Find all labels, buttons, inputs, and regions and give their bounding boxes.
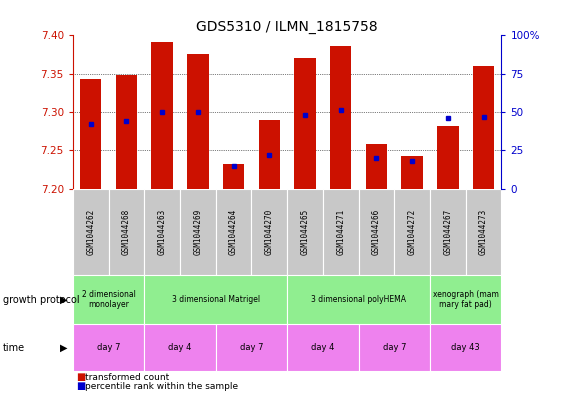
Text: ■: ■	[76, 372, 85, 382]
Bar	[394, 189, 430, 275]
Bar	[430, 275, 501, 324]
Bar	[216, 324, 287, 371]
Text: GSM1044270: GSM1044270	[265, 209, 274, 255]
Bar	[258, 120, 280, 189]
Bar	[216, 189, 251, 275]
Bar	[80, 79, 101, 189]
Bar	[251, 189, 287, 275]
Text: day 7: day 7	[97, 343, 120, 352]
Text: day 4: day 4	[311, 343, 335, 352]
Bar	[359, 189, 394, 275]
Text: GSM1044266: GSM1044266	[372, 209, 381, 255]
Text: GSM1044268: GSM1044268	[122, 209, 131, 255]
Text: day 43: day 43	[451, 343, 480, 352]
Text: day 4: day 4	[168, 343, 192, 352]
Text: GSM1044269: GSM1044269	[194, 209, 202, 255]
Bar	[294, 59, 315, 189]
Bar	[187, 54, 209, 189]
Text: percentile rank within the sample: percentile rank within the sample	[85, 382, 238, 391]
Bar	[108, 189, 145, 275]
Title: GDS5310 / ILMN_1815758: GDS5310 / ILMN_1815758	[196, 20, 378, 34]
Bar	[401, 156, 423, 189]
Bar	[115, 75, 137, 189]
Text: GSM1044267: GSM1044267	[443, 209, 452, 255]
Text: transformed count: transformed count	[85, 373, 169, 382]
Text: time: time	[3, 343, 25, 353]
Text: GSM1044273: GSM1044273	[479, 209, 488, 255]
Text: 2 dimensional
monolayer: 2 dimensional monolayer	[82, 290, 135, 309]
Bar	[144, 324, 216, 371]
Text: xenograph (mam
mary fat pad): xenograph (mam mary fat pad)	[433, 290, 498, 309]
Bar	[73, 189, 108, 275]
Bar	[287, 189, 323, 275]
Bar	[330, 46, 352, 189]
Bar	[366, 144, 387, 189]
Text: GSM1044272: GSM1044272	[408, 209, 417, 255]
Text: 3 dimensional polyHEMA: 3 dimensional polyHEMA	[311, 295, 406, 304]
Text: ▶: ▶	[59, 343, 67, 353]
Bar	[430, 189, 466, 275]
Text: GSM1044264: GSM1044264	[229, 209, 238, 255]
Bar	[73, 275, 144, 324]
Text: day 7: day 7	[240, 343, 263, 352]
Text: GSM1044263: GSM1044263	[157, 209, 167, 255]
Bar	[323, 189, 359, 275]
Bar	[473, 66, 494, 189]
Text: ■: ■	[76, 381, 85, 391]
Bar	[152, 42, 173, 189]
Bar	[180, 189, 216, 275]
Bar	[144, 189, 180, 275]
Text: day 7: day 7	[382, 343, 406, 352]
Bar	[466, 189, 501, 275]
Bar	[144, 275, 287, 324]
Text: ▶: ▶	[59, 295, 67, 305]
Bar	[287, 324, 359, 371]
Text: GSM1044271: GSM1044271	[336, 209, 345, 255]
Text: GSM1044265: GSM1044265	[300, 209, 310, 255]
Bar	[287, 275, 430, 324]
Bar	[437, 126, 458, 189]
Bar	[430, 324, 501, 371]
Text: growth protocol: growth protocol	[3, 295, 79, 305]
Text: GSM1044262: GSM1044262	[86, 209, 95, 255]
Text: 3 dimensional Matrigel: 3 dimensional Matrigel	[171, 295, 260, 304]
Bar	[359, 324, 430, 371]
Bar	[223, 164, 244, 189]
Bar	[73, 324, 144, 371]
